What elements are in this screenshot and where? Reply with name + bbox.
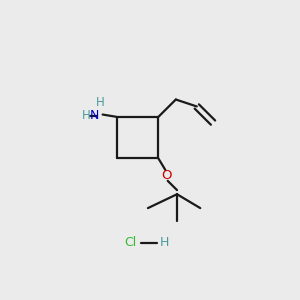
Text: O: O [161, 169, 172, 182]
Text: H: H [96, 97, 105, 110]
Text: Cl: Cl [124, 236, 136, 249]
Text: N: N [90, 109, 99, 122]
Text: H: H [160, 236, 169, 249]
Text: H: H [82, 109, 91, 122]
